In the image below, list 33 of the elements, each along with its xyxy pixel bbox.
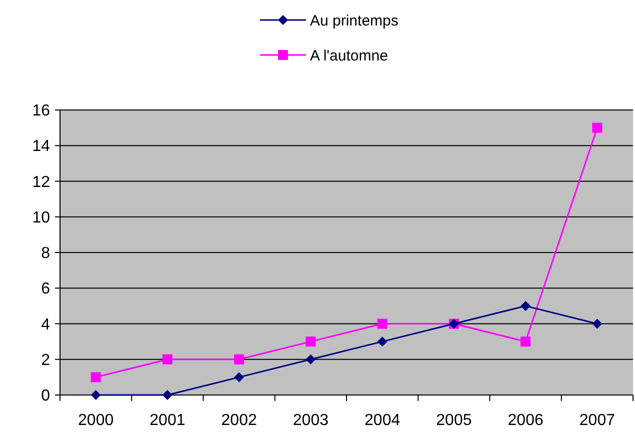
- x-tick-label: 2006: [508, 412, 544, 429]
- point: [162, 354, 172, 364]
- y-tick-label: 16: [32, 102, 50, 120]
- point: [306, 354, 316, 364]
- legend-label: A l'automne: [310, 47, 388, 64]
- y-tick-label: 4: [41, 316, 50, 334]
- point: [592, 122, 602, 133]
- point: [377, 336, 388, 347]
- x-tick-label: 2001: [150, 412, 186, 429]
- point: [592, 318, 602, 329]
- y-tick-label: 8: [41, 245, 50, 262]
- point: [90, 390, 101, 400]
- x-tick-label: 2007: [579, 412, 616, 429]
- point: [90, 372, 101, 382]
- point: [520, 336, 531, 347]
- point: [162, 390, 172, 400]
- y-tick-label: 2: [41, 352, 50, 369]
- x-tick-label: 2002: [221, 412, 257, 429]
- legend-label: Au printemps: [310, 12, 398, 30]
- x-tick-label: 2004: [364, 412, 400, 429]
- y-tick-label: 6: [41, 280, 50, 298]
- y-tick-label: 12: [32, 174, 50, 191]
- y-tick-label: 10: [32, 209, 50, 226]
- x-tick-label: 2005: [436, 412, 472, 429]
- y-tick-label: 0: [41, 388, 50, 405]
- point: [520, 300, 531, 311]
- x-tick-label: 2003: [292, 412, 329, 429]
- x-tick-label: 2000: [78, 412, 114, 429]
- y-tick-label: 14: [32, 138, 50, 156]
- point: [234, 372, 244, 382]
- point: [234, 354, 244, 364]
- point: [306, 336, 316, 347]
- point: [377, 318, 388, 329]
